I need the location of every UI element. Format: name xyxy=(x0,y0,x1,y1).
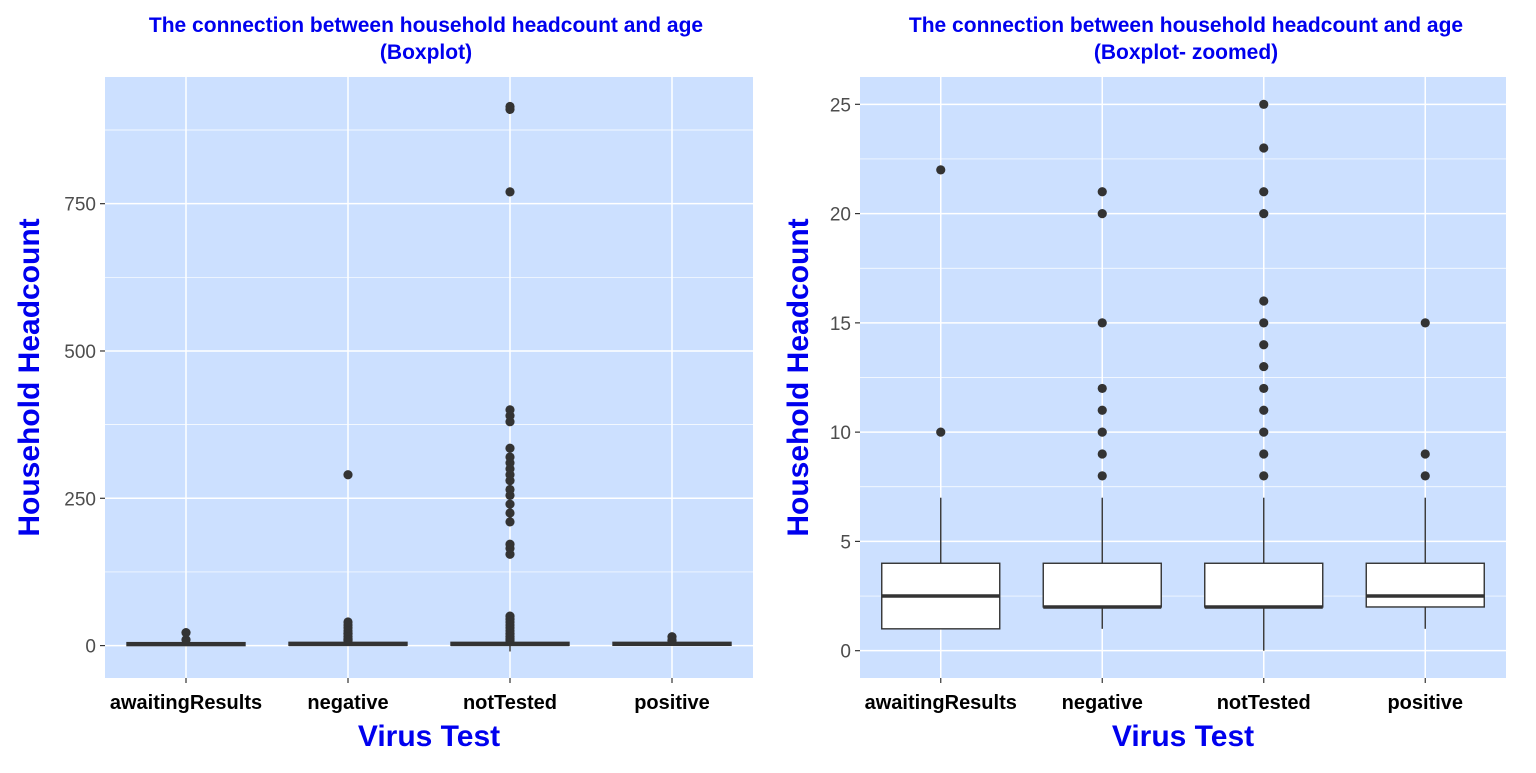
box-negative xyxy=(1042,187,1162,629)
box-awaitingResults xyxy=(881,165,1001,630)
outlier-point xyxy=(505,508,515,518)
outlier-point xyxy=(936,427,946,437)
chart-subtitle: (Boxplot) xyxy=(380,41,472,64)
outlier-point xyxy=(1097,187,1107,197)
outlier-point xyxy=(505,539,515,549)
x-tick-label: positive xyxy=(634,692,710,714)
x-tick-label: awaitingResults xyxy=(110,692,262,714)
y-tick-label: 25 xyxy=(830,95,851,116)
outlier-point xyxy=(1097,318,1107,328)
outlier-point xyxy=(1259,318,1269,328)
outlier-point xyxy=(1259,471,1269,481)
x-tick-label: negative xyxy=(307,692,388,714)
x-tick-label: notTested xyxy=(463,692,557,714)
outlier-point xyxy=(1259,187,1269,197)
plot-background xyxy=(105,77,753,678)
outlier-point xyxy=(1420,471,1430,481)
box-positive xyxy=(612,632,732,647)
outlier-point xyxy=(1259,427,1269,437)
y-axis-title: Household Headcount xyxy=(782,218,815,536)
box-negative xyxy=(288,470,408,647)
chart-title: The connection between household headcou… xyxy=(909,14,1463,37)
outlier-point xyxy=(1097,471,1107,481)
outlier-point xyxy=(181,635,191,645)
outlier-point xyxy=(505,484,515,495)
x-axis-title: Virus Test xyxy=(1112,720,1254,753)
y-tick-label: 250 xyxy=(64,489,96,510)
x-axis-title: Virus Test xyxy=(358,720,500,753)
chart-subtitle: (Boxplot- zoomed) xyxy=(1094,41,1278,64)
y-tick-label: 15 xyxy=(830,314,851,335)
y-tick-label: 10 xyxy=(830,423,851,444)
outlier-point xyxy=(1259,296,1269,306)
outlier-point xyxy=(505,452,515,462)
y-tick-label: 20 xyxy=(830,205,851,226)
box-iqr xyxy=(1365,562,1485,608)
outlier-point xyxy=(1259,383,1269,394)
y-tick-label: 500 xyxy=(64,342,96,363)
chart-panel-1: 0 250 500 750 awaitingResults negative notTest… xyxy=(13,14,753,753)
box-notTested xyxy=(1204,99,1324,651)
outlier-point xyxy=(505,611,515,621)
outlier-point xyxy=(1259,143,1269,153)
box-notTested xyxy=(450,101,570,652)
box-awaitingResults xyxy=(126,628,246,647)
outlier-point xyxy=(1259,361,1269,372)
outlier-point xyxy=(667,632,677,642)
x-tick-label: awaitingResults xyxy=(865,692,1017,714)
outlier-point xyxy=(343,470,353,480)
outlier-point xyxy=(1097,208,1107,219)
box-positive xyxy=(1365,318,1485,629)
y-tick-label: 5 xyxy=(840,532,851,553)
y-tick-label: 750 xyxy=(64,195,96,216)
outlier-point xyxy=(505,499,515,509)
outlier-point xyxy=(1259,99,1269,109)
chart-panel-2: 0 5 10 15 20 25 awaitingResults negative notTest… xyxy=(782,14,1506,753)
outlier-point xyxy=(181,628,191,638)
outlier-point xyxy=(1097,427,1107,437)
chart-title: The connection between household headcou… xyxy=(149,14,703,37)
y-tick-label: 0 xyxy=(85,637,96,658)
outlier-point xyxy=(1097,449,1107,459)
y-tick-label: 0 xyxy=(840,642,851,663)
outlier-point xyxy=(343,617,353,627)
outlier-point xyxy=(1259,449,1269,459)
y-axis-title: Household Headcount xyxy=(13,218,46,536)
x-tick-label: positive xyxy=(1387,692,1463,714)
outlier-point xyxy=(1259,208,1269,219)
outlier-point xyxy=(1097,405,1107,415)
box-iqr xyxy=(1204,562,1324,608)
outlier-point xyxy=(936,165,946,175)
outlier-point xyxy=(1259,340,1269,350)
outlier-point xyxy=(1097,383,1107,394)
outlier-point xyxy=(505,187,515,197)
outlier-point xyxy=(1259,405,1269,415)
outlier-point xyxy=(505,443,515,453)
outlier-point xyxy=(505,101,515,112)
outlier-point xyxy=(505,405,515,415)
outlier-point xyxy=(1420,318,1430,328)
box-iqr xyxy=(1042,562,1162,608)
x-tick-label: notTested xyxy=(1217,692,1311,714)
x-tick-label: negative xyxy=(1062,692,1143,714)
outlier-point xyxy=(1420,449,1430,459)
outlier-point xyxy=(505,517,515,527)
